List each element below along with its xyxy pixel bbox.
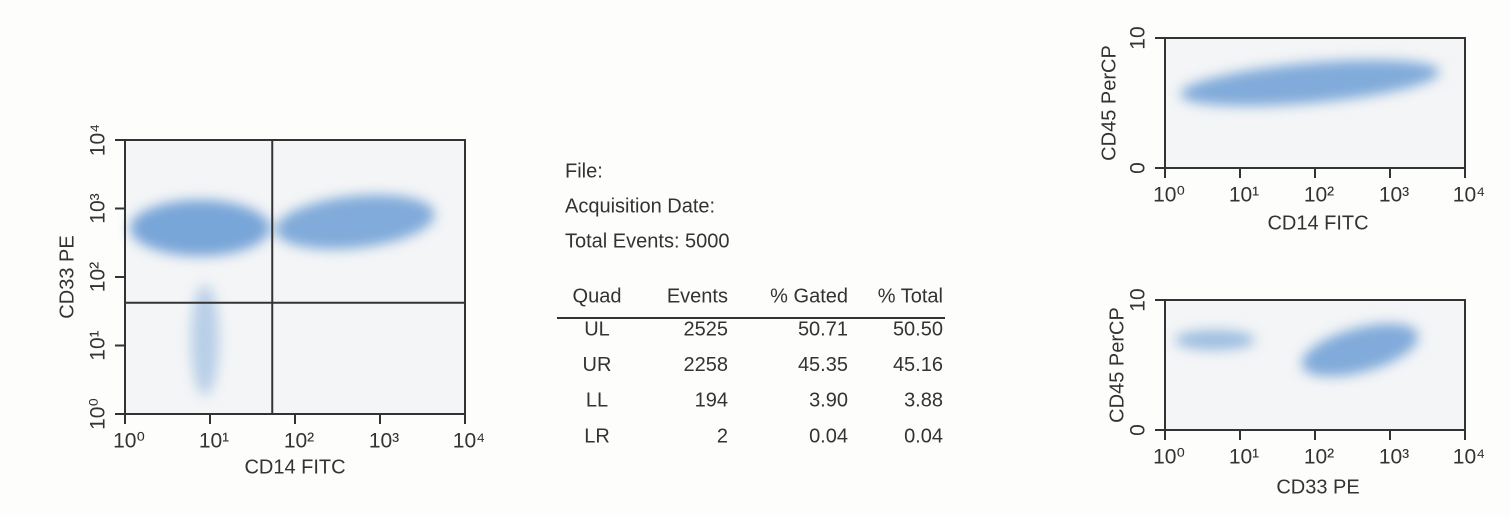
x-tick-label: 10²	[1304, 184, 1334, 207]
x-tick-label: 10⁴	[1453, 446, 1485, 469]
table-cell: LL	[586, 390, 608, 412]
event-cloud	[1301, 323, 1419, 377]
table-cell: 45.16	[893, 354, 943, 376]
y-tick-label: 10²	[87, 262, 110, 292]
info-line: Total Events: 5000	[565, 230, 730, 252]
table-cell: 50.50	[893, 318, 943, 340]
table-cell: LR	[584, 425, 610, 447]
info-line: Acquisition Date:	[565, 195, 715, 217]
x-tick-label: 10³	[1379, 446, 1409, 469]
table-cell: 2	[717, 425, 728, 447]
x-tick-label: 10²	[1304, 446, 1334, 469]
table-header: % Gated	[770, 285, 848, 307]
x-tick-label: 10³	[1379, 184, 1409, 207]
x-tick-label: 10⁰	[1153, 184, 1185, 207]
table-cell: 50.71	[798, 318, 848, 340]
table-cell: UR	[583, 354, 612, 376]
x-tick-label: 10¹	[1229, 184, 1259, 207]
x-tick-label: 10⁴	[1453, 184, 1485, 207]
table-cell: 0.04	[904, 425, 943, 447]
table-cell: 3.88	[904, 390, 943, 412]
table-cell: 3.90	[809, 390, 848, 412]
y-tick-label: 0	[1127, 424, 1150, 436]
event-cloud	[1180, 60, 1440, 106]
x-tick-label: 10¹	[1229, 446, 1259, 469]
table-header: Quad	[573, 285, 622, 307]
event-cloud	[1175, 330, 1255, 350]
y-tick-label: 10⁰	[87, 398, 110, 430]
table-cell: 194	[695, 390, 728, 412]
y-tick-label: 10	[1127, 26, 1150, 49]
table-cell: 2258	[684, 354, 729, 376]
x-axis-label: CD14 FITC	[244, 456, 345, 478]
table-cell: 0.04	[809, 425, 848, 447]
y-axis-label: CD33 PE	[56, 235, 78, 318]
info-line: File:	[565, 160, 603, 182]
table-header: Events	[667, 285, 728, 307]
x-axis-label: CD14 FITC	[1267, 212, 1368, 234]
x-tick-label: 10⁰	[1153, 446, 1185, 469]
y-tick-label: 10¹	[87, 330, 110, 360]
event-clouds	[130, 60, 1440, 395]
x-axis-label: CD33 PE	[1276, 476, 1359, 498]
y-axis-label: CD45 PerCP	[1098, 45, 1120, 161]
event-cloud	[275, 194, 435, 250]
plot-frame	[124, 139, 466, 415]
y-tick-label: 10³	[87, 193, 110, 223]
y-axis-label: CD45 PerCP	[1106, 307, 1128, 423]
table-header: % Total	[878, 285, 943, 307]
y-tick-label: 0	[1127, 162, 1150, 174]
event-cloud	[191, 285, 219, 395]
x-tick-label: 10⁴	[453, 430, 485, 453]
plot-frame	[1164, 299, 1466, 431]
x-tick-label: 10⁰	[113, 430, 145, 453]
y-tick-label: 10	[1127, 288, 1150, 311]
x-tick-label: 10²	[284, 430, 314, 453]
x-tick-label: 10¹	[199, 430, 229, 453]
table-cell: 2525	[684, 318, 729, 340]
y-tick-label: 10⁴	[87, 124, 110, 156]
table-cell: 45.35	[798, 354, 848, 376]
event-cloud	[130, 200, 270, 256]
table-cell: UL	[584, 318, 610, 340]
x-tick-label: 10³	[369, 430, 399, 453]
plot-frame	[1164, 37, 1466, 169]
